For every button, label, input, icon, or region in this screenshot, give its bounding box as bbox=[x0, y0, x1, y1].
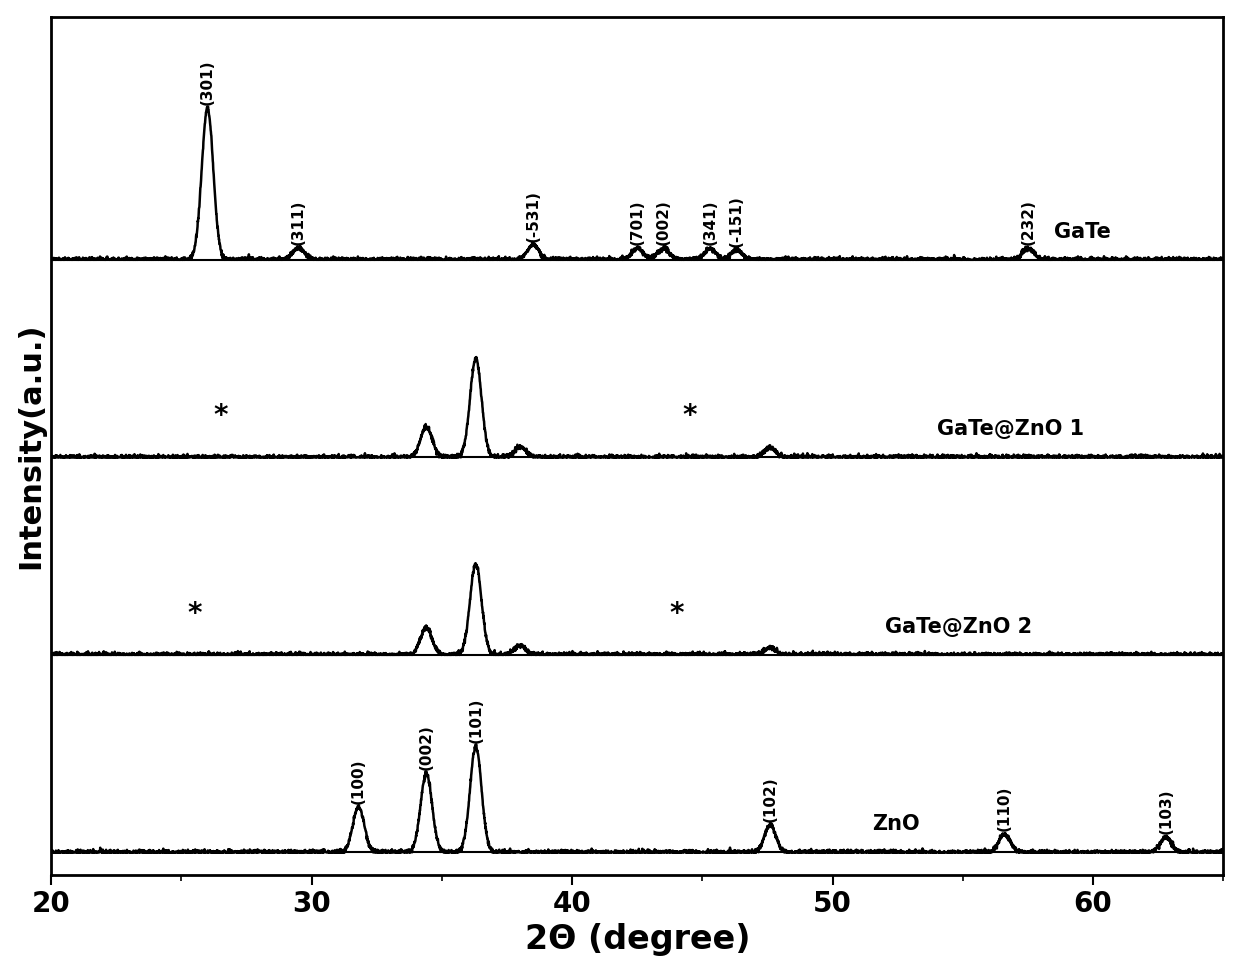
Text: (341): (341) bbox=[703, 199, 718, 245]
Text: (103): (103) bbox=[1158, 789, 1173, 834]
Text: (301): (301) bbox=[200, 59, 215, 105]
Text: (701): (701) bbox=[630, 199, 645, 245]
Text: (-151): (-151) bbox=[729, 196, 744, 247]
Text: *: * bbox=[187, 599, 202, 628]
Y-axis label: Intensity(a.u.): Intensity(a.u.) bbox=[16, 323, 46, 569]
Text: GaTe@ZnO 1: GaTe@ZnO 1 bbox=[936, 419, 1084, 439]
Text: GaTe@ZnO 2: GaTe@ZnO 2 bbox=[884, 617, 1032, 636]
Text: (311): (311) bbox=[291, 199, 306, 244]
Text: (102): (102) bbox=[763, 776, 777, 822]
Text: (232): (232) bbox=[1021, 199, 1035, 245]
Text: (002): (002) bbox=[656, 199, 671, 245]
Text: *: * bbox=[682, 402, 697, 430]
Text: (101): (101) bbox=[469, 698, 484, 743]
Text: (-531): (-531) bbox=[526, 190, 541, 241]
X-axis label: 2Θ (degree): 2Θ (degree) bbox=[525, 923, 750, 956]
Text: ZnO: ZnO bbox=[872, 814, 919, 834]
Text: (100): (100) bbox=[351, 758, 366, 804]
Text: (110): (110) bbox=[997, 786, 1012, 831]
Text: *: * bbox=[213, 402, 228, 430]
Text: *: * bbox=[670, 599, 683, 628]
Text: (002): (002) bbox=[419, 725, 434, 771]
Text: GaTe: GaTe bbox=[1054, 222, 1111, 241]
